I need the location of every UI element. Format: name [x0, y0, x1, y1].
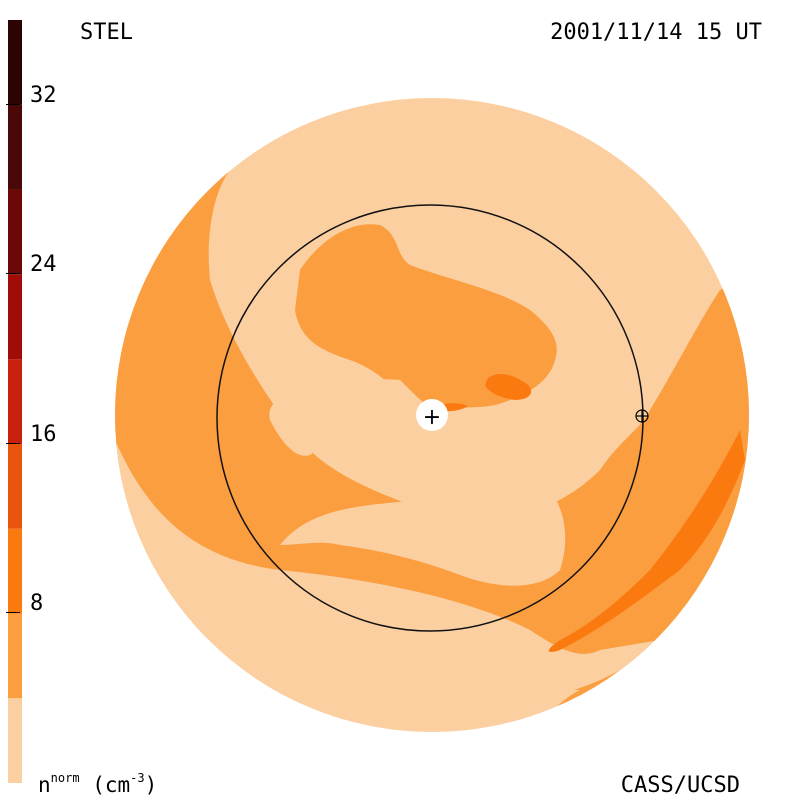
colorbar-band-3 — [8, 443, 22, 529]
timestamp-label: 2001/11/14 15 UT — [550, 20, 762, 45]
colorbar-band-7 — [8, 104, 22, 190]
unit-prefix: n — [38, 773, 51, 797]
sun-marker: + — [423, 405, 441, 430]
colorbar — [8, 20, 22, 783]
bottom-light-band — [115, 440, 660, 713]
colorbar-band-5 — [8, 274, 22, 360]
colorbar-tick-label: 32 — [30, 82, 57, 108]
colorbar-tick-mark — [6, 612, 20, 614]
colorbar-band-8 — [8, 20, 22, 105]
lower-central-lobe — [280, 440, 566, 586]
colorbar-band-1 — [8, 613, 22, 699]
colorbar-band-6 — [8, 189, 22, 275]
colorbar-tick-mark — [6, 273, 20, 275]
observatory-label: STEL — [80, 20, 133, 45]
sun-disk — [416, 399, 448, 431]
colorbar-tick-mark — [6, 442, 20, 444]
earth-orbit — [216, 204, 644, 632]
sun-adjacent-streak — [440, 403, 468, 412]
colorbar-band-4 — [8, 359, 22, 444]
colorbar-tick-label: 16 — [30, 421, 57, 447]
unit-close: ) — [144, 773, 158, 797]
central-light-swirl — [269, 379, 432, 456]
unit-suffix: (cm — [79, 773, 131, 797]
colorbar-band-2 — [8, 528, 22, 614]
unit-superscript: norm — [50, 771, 80, 785]
upper-density-lobe — [295, 224, 557, 410]
unit-exponent: -3 — [130, 771, 145, 785]
credit-label: CASS/UCSD — [620, 773, 740, 798]
colorbar-tick-mark — [6, 103, 20, 105]
colorbar-tick-label: 8 — [30, 591, 44, 617]
inner-enhanced-blob — [485, 374, 532, 400]
colorbar-band-0 — [8, 698, 22, 783]
colorbar-unit-label: nnorm (cm-3) — [38, 772, 157, 796]
colorbar-tick-label: 24 — [30, 252, 57, 278]
